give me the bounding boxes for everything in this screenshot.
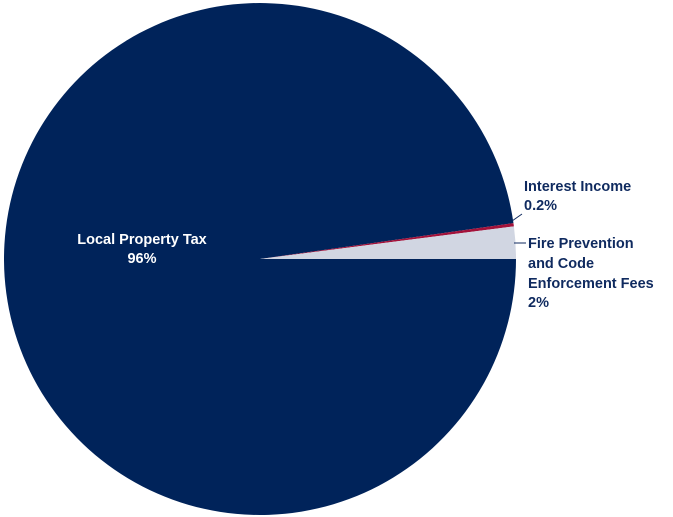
label-interest-income-value: 0.2% xyxy=(524,198,557,214)
label-fire-prevention-line2: and Code xyxy=(528,256,594,272)
label-local-property-tax-name: Local Property Tax xyxy=(77,232,206,248)
label-fire-prevention-line1: Fire Prevention xyxy=(528,236,634,252)
label-interest-income-name: Interest Income xyxy=(524,179,631,195)
label-interest-income: Interest Income 0.2% xyxy=(524,179,631,214)
label-fire-prevention: Fire Prevention and Code Enforcement Fee… xyxy=(528,236,654,311)
label-fire-prevention-value: 2% xyxy=(528,295,549,311)
pie-slices xyxy=(4,2,517,515)
label-local-property-tax-value: 96% xyxy=(127,251,156,267)
label-local-property-tax: Local Property Tax 96% xyxy=(77,232,206,267)
label-fire-prevention-line3: Enforcement Fees xyxy=(528,276,654,292)
pie-slice-local-property-tax xyxy=(4,2,517,515)
leader-line-interest-income xyxy=(511,213,523,222)
pie-slice-interest-income xyxy=(260,223,514,259)
pie-slice-fire-prevention-and-code-enforcement-fees xyxy=(260,226,516,259)
